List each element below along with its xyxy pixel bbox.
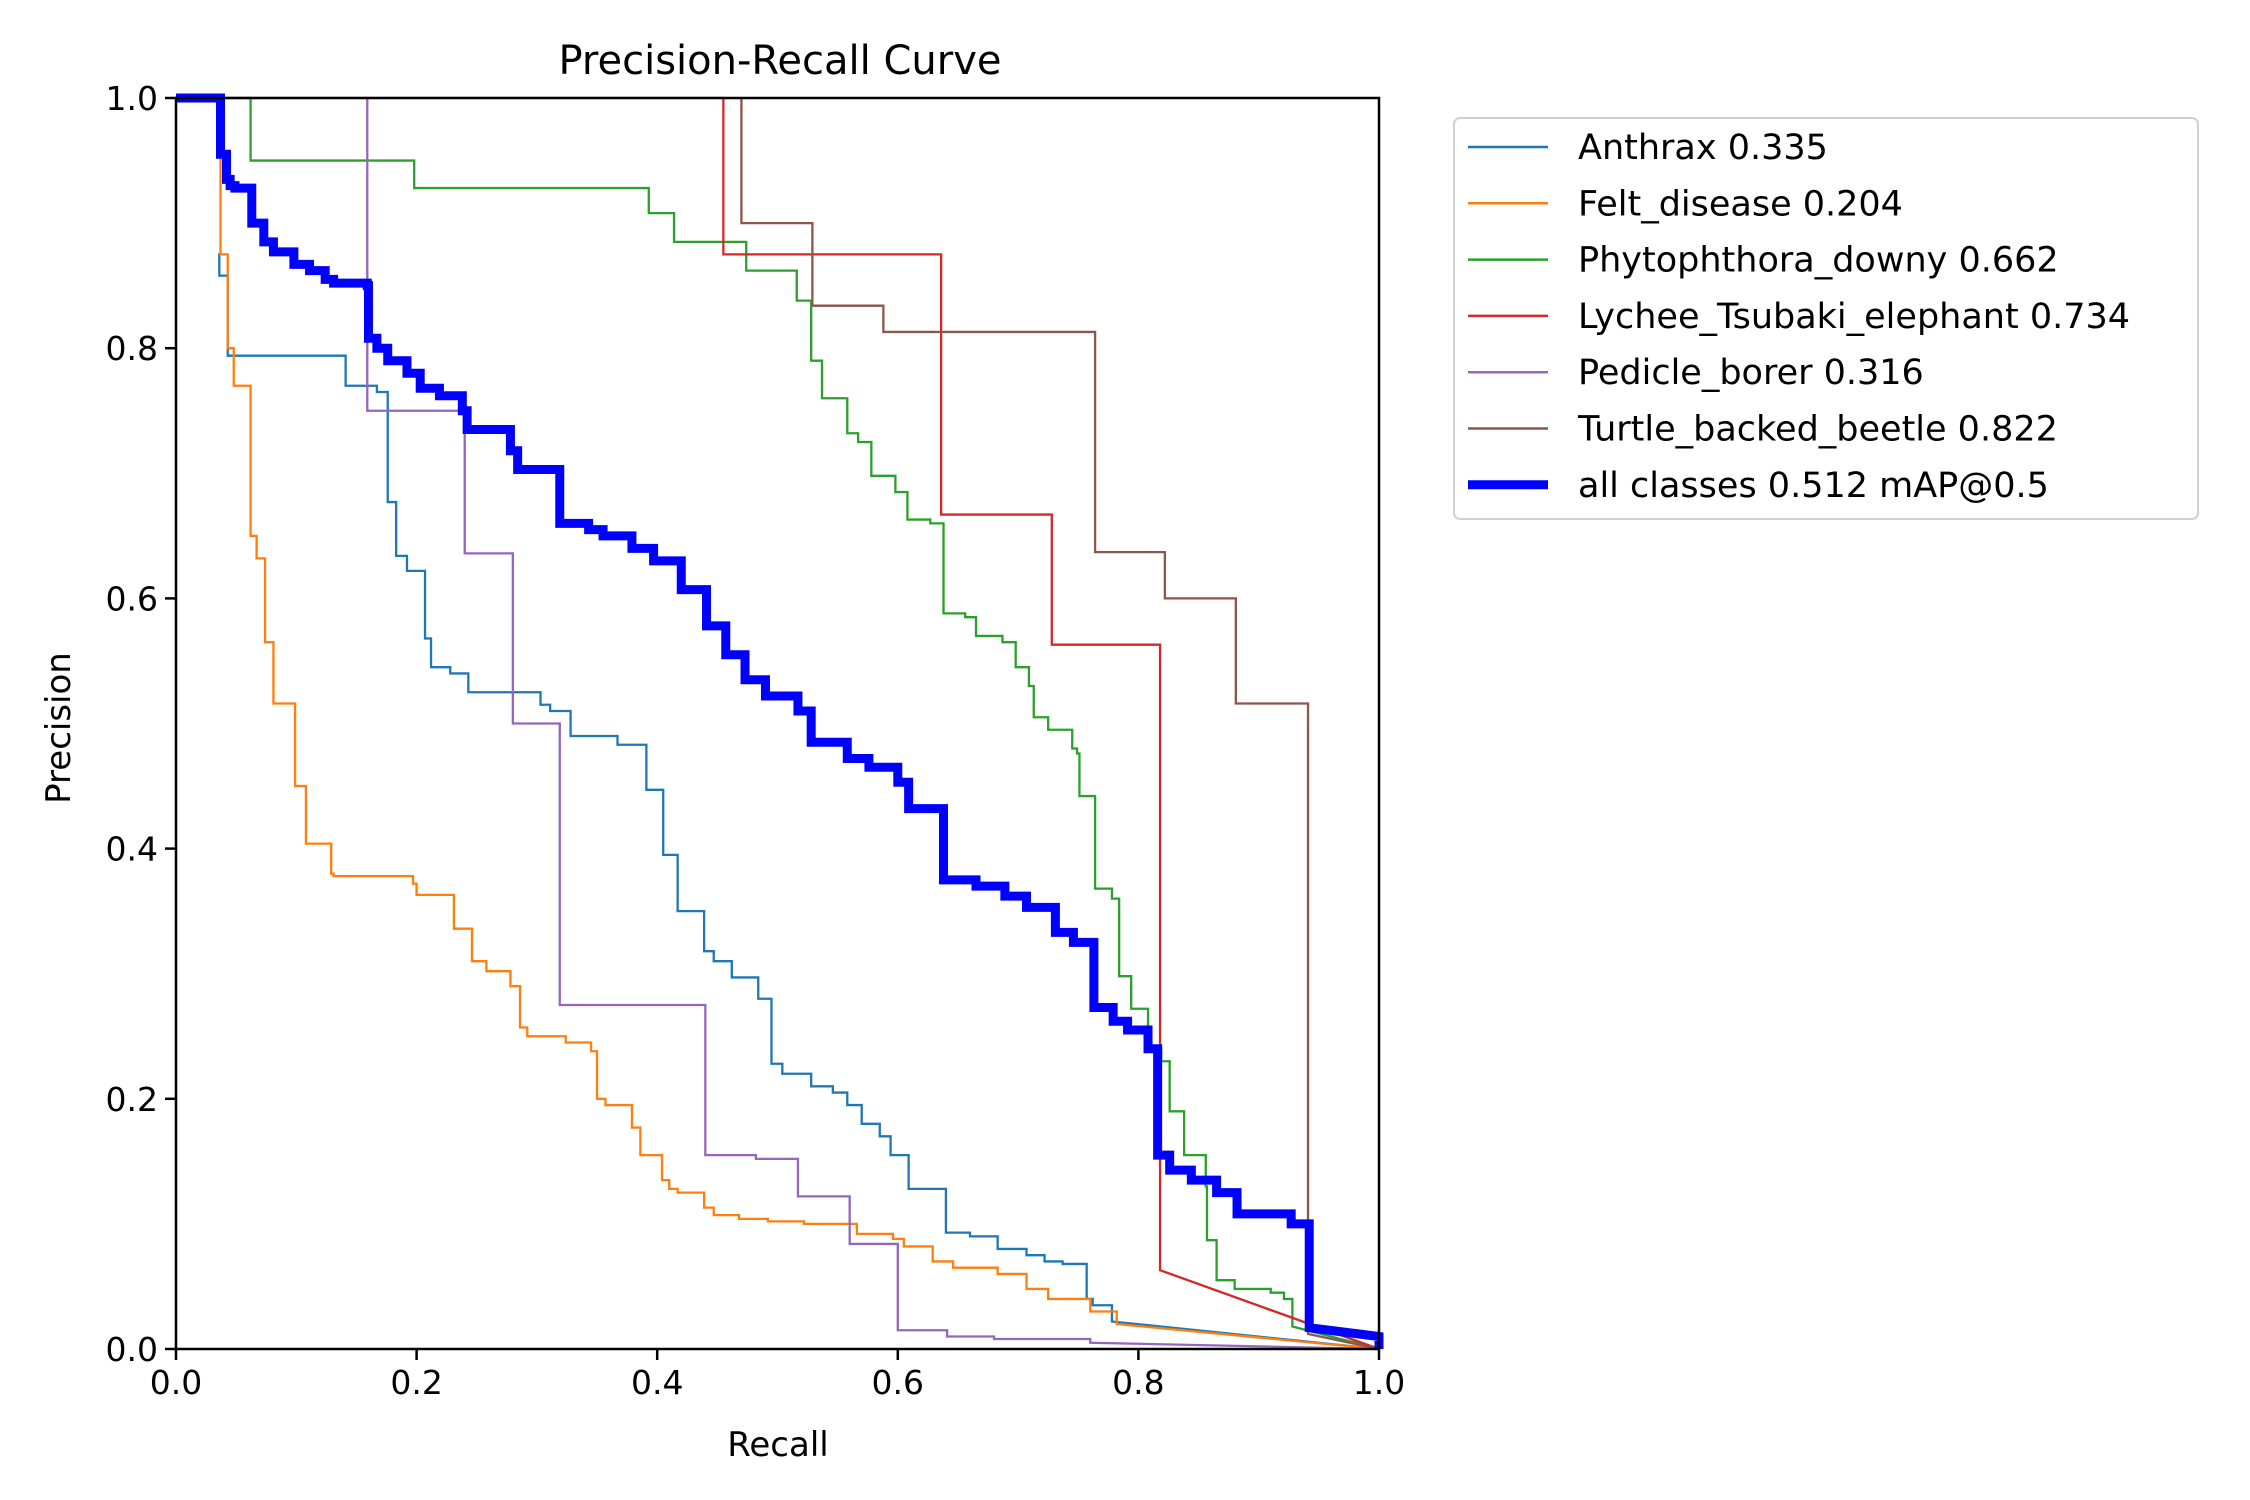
series-line-all xyxy=(176,93,1384,1349)
series-line-lychee-tsubaki-elephant xyxy=(176,96,1380,1351)
series-line-turtle-backed-beetle xyxy=(740,98,1380,1351)
y-tick-label: 0.2 xyxy=(106,1080,158,1119)
x-tick-label: 0.2 xyxy=(390,1363,442,1402)
x-tick-label: 1.0 xyxy=(1353,1363,1405,1402)
legend-entry: Turtle_backed_beetle 0.822 xyxy=(1577,410,2058,450)
legend: Anthrax 0.335 Felt_disease 0.204 Phytophth… xyxy=(1453,117,2199,520)
y-tick-label: 0.6 xyxy=(106,579,158,618)
series-line-anthrax xyxy=(218,253,1380,1351)
x-tick-label: 0.0 xyxy=(150,1363,202,1402)
series-line-phytophthora-downy xyxy=(176,96,1380,1351)
legend-entry: Anthrax 0.335 xyxy=(1578,128,1828,168)
plot-frame xyxy=(174,96,1381,1351)
series-line-felt-disease xyxy=(219,148,1380,1351)
legend-frame xyxy=(1453,117,2199,520)
legend-entry: Felt_disease 0.204 xyxy=(1578,184,1903,224)
legend-entry: Pedicle_borer 0.316 xyxy=(1578,353,1924,393)
legend-entry: Phytophthora_downy 0.662 xyxy=(1578,241,2059,281)
x-tick-label: 0.4 xyxy=(631,1363,683,1402)
legend-entry: all classes 0.512 mAP@0.5 xyxy=(1578,466,2049,506)
y-axis-label: Precision xyxy=(39,652,79,804)
x-tick-label: 0.8 xyxy=(1112,1363,1164,1402)
y-tick-label: 0.0 xyxy=(106,1330,158,1369)
y-tick-label: 1.0 xyxy=(106,79,158,118)
legend-entry: Lychee_Tsubaki_elephant 0.734 xyxy=(1578,297,2130,337)
x-tick-label: 0.6 xyxy=(872,1363,924,1402)
x-axis-label: Recall xyxy=(727,1425,828,1465)
y-tick-label: 0.8 xyxy=(106,329,158,368)
series-line-pedicle-borer xyxy=(366,98,1380,1351)
series-layer xyxy=(176,93,1384,1351)
y-tick-label: 0.4 xyxy=(106,830,158,869)
ticks-layer: 0.0 0.2 0.4 0.6 0.8 1.0 0.0 0.2 0.4 0.6 0.8 1.0 xyxy=(106,79,1406,1402)
chart-title: Precision-Recall Curve xyxy=(559,38,1002,84)
